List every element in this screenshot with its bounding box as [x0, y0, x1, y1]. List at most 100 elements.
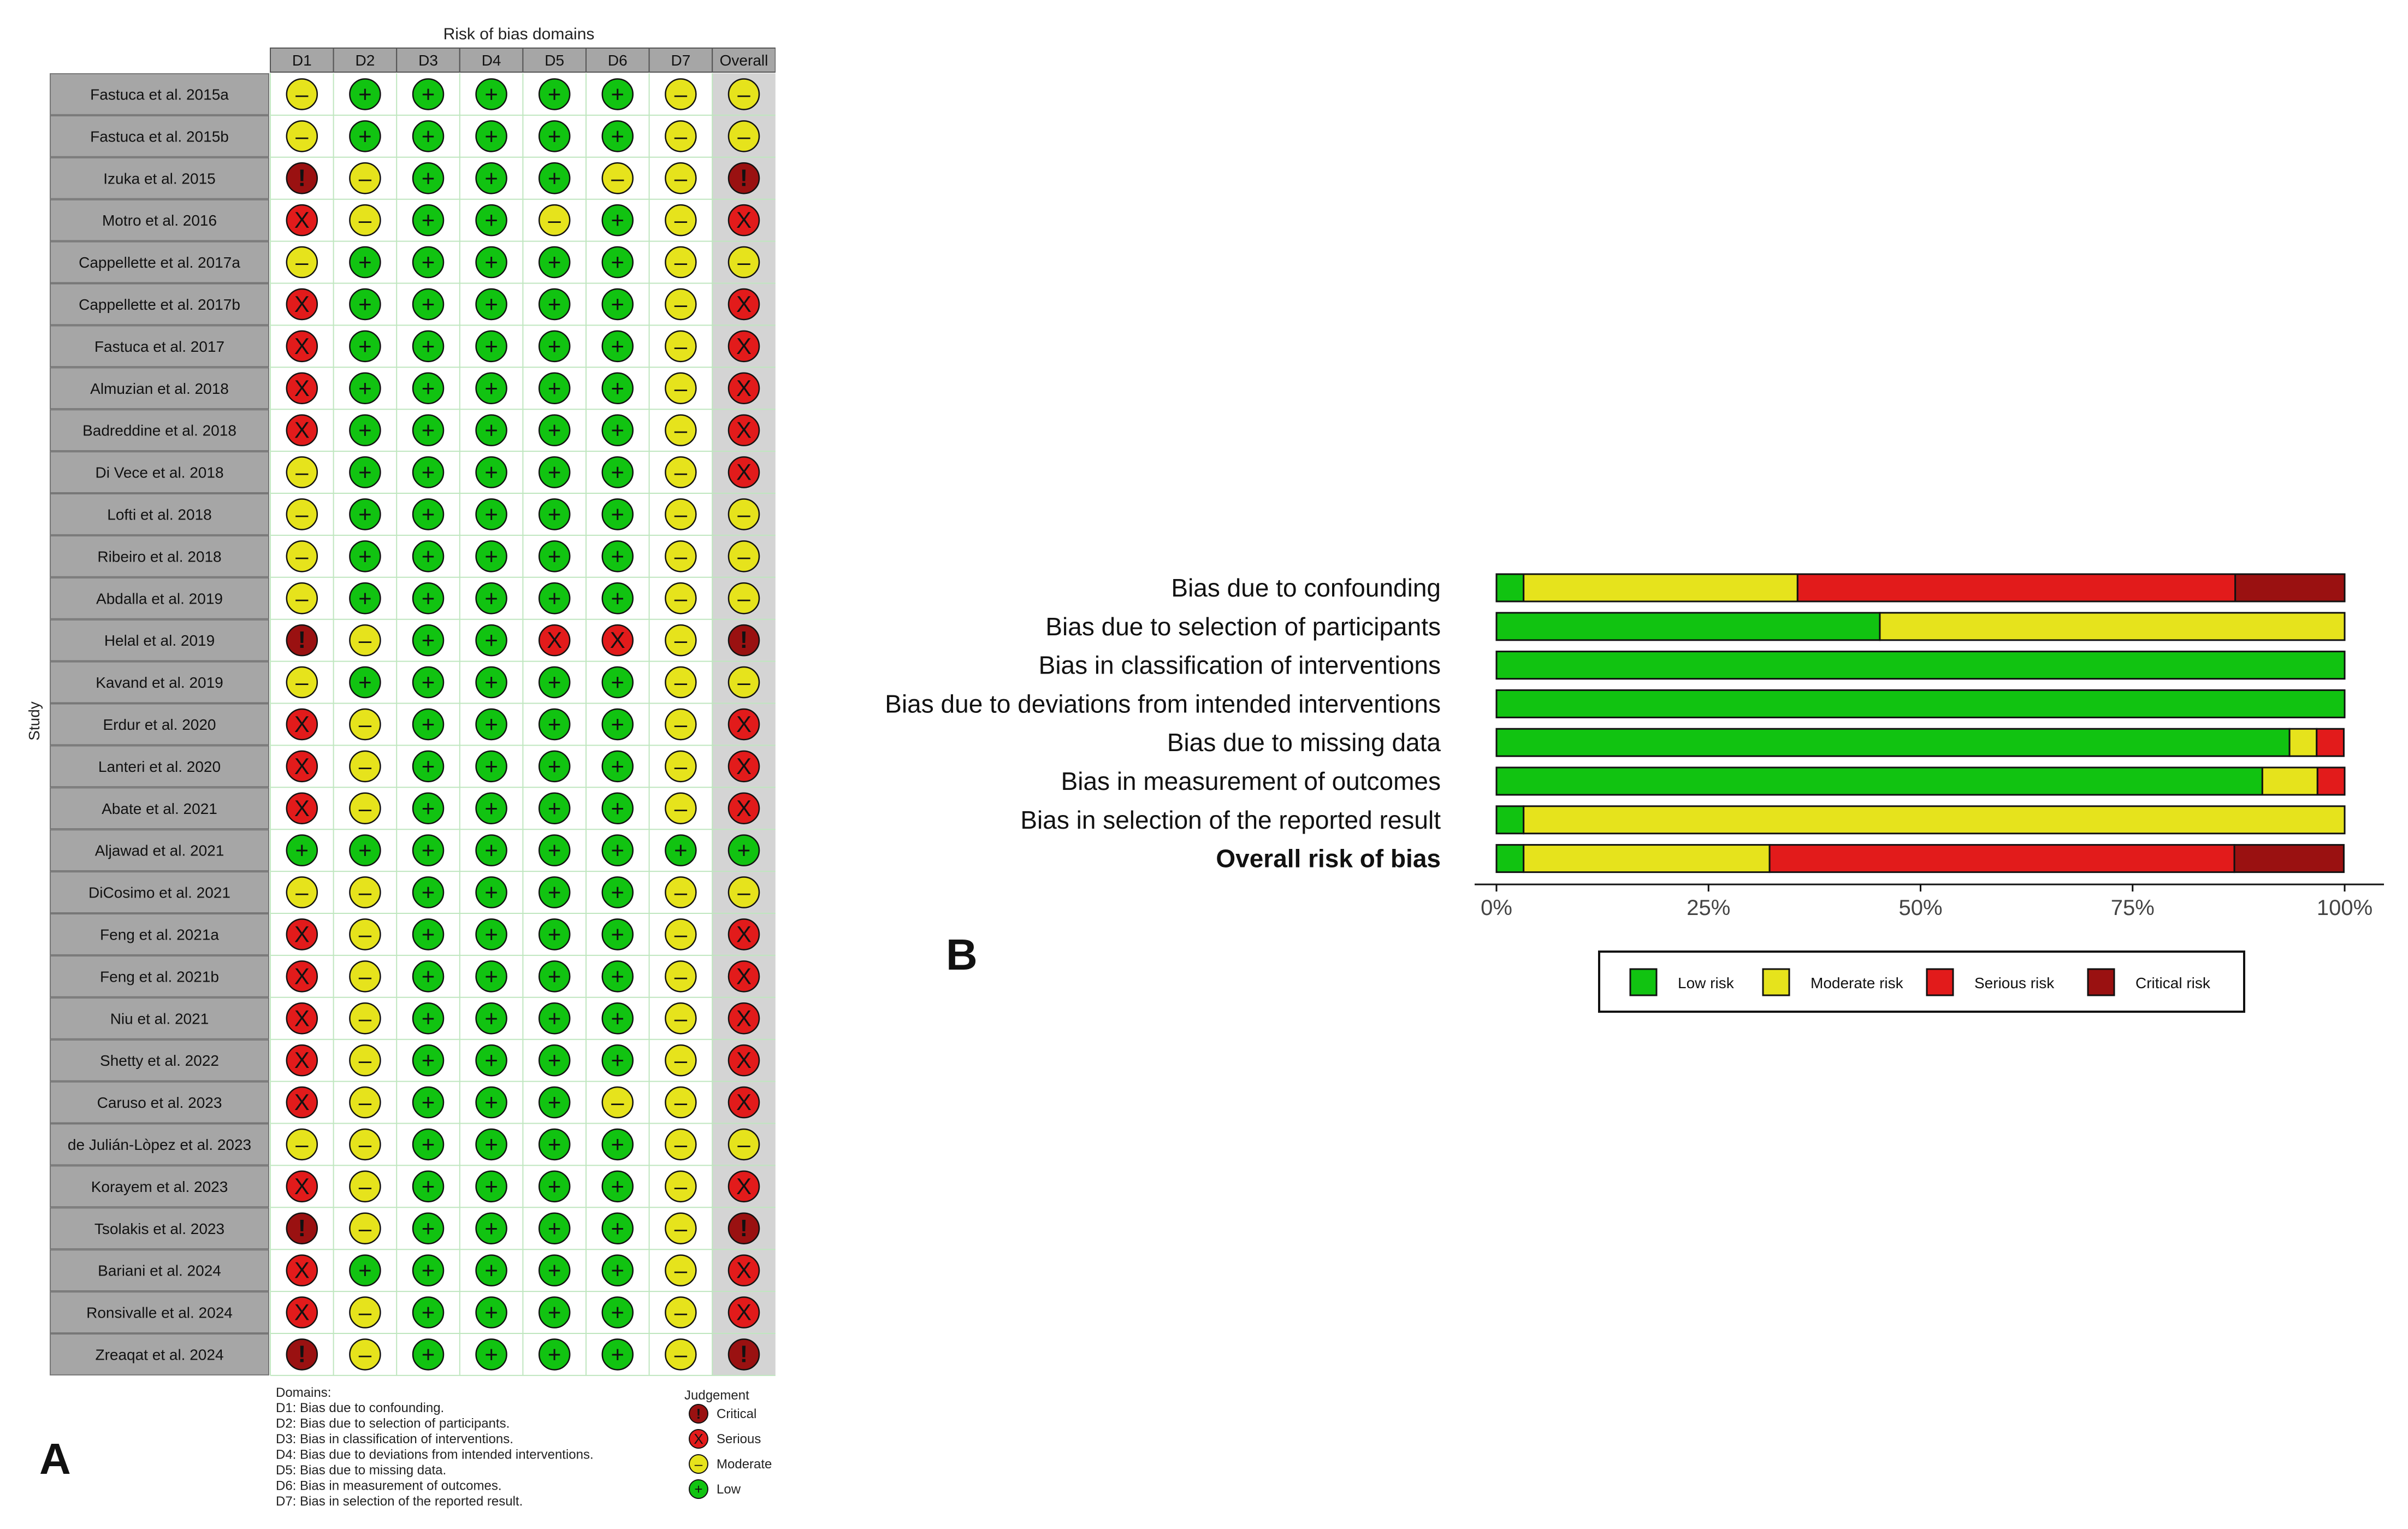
judgement-symbol: – [675, 1258, 688, 1283]
column-header-d3: D3 [418, 52, 438, 69]
judgement-dot [412, 918, 445, 951]
judgement-symbol: + [358, 459, 372, 485]
judgement-dot [349, 498, 381, 530]
judgement-dot [727, 876, 760, 908]
judgement-symbol: + [422, 753, 435, 779]
judgement-dot [286, 1044, 318, 1077]
judgement-dot [286, 876, 318, 908]
study-label-cell [50, 241, 269, 284]
judgement-dot [727, 582, 760, 615]
judgement-dot [727, 1128, 760, 1161]
judgement-dot [349, 624, 381, 657]
judgement-dot [538, 78, 571, 110]
judgement-dot [538, 834, 571, 866]
category-label: Bias in measurement of outcomes [1061, 767, 1441, 795]
judgement-dot [601, 1296, 634, 1329]
judgement-dot [286, 498, 318, 530]
judgement-symbol: – [359, 963, 372, 989]
judgement-symbol: + [548, 291, 561, 317]
domains-legend-item: D2: Bias due to selection of participant… [276, 1416, 510, 1431]
judgement-dot [538, 1254, 571, 1286]
judgement-dot [349, 372, 381, 404]
judgement-dot [286, 1296, 318, 1329]
legend-label: Low risk [1678, 975, 1735, 991]
category-label: Bias in classification of interventions [1039, 651, 1441, 680]
judgement-symbol: + [358, 585, 372, 611]
judgement-dot [475, 540, 507, 572]
judgement-dot [475, 960, 507, 993]
judgement-symbol: + [484, 81, 498, 107]
judgement-symbol: – [675, 585, 688, 611]
judgement-dot [412, 1086, 445, 1119]
judgement-symbol: + [611, 459, 625, 485]
judgement-dot [475, 1170, 507, 1203]
judgement-dot [412, 162, 445, 194]
judgement-symbol: + [611, 1300, 625, 1325]
judgement-dot [349, 750, 381, 783]
study-label-cell [50, 1123, 269, 1166]
bar-segment [1495, 844, 1525, 873]
judgement-symbol: + [358, 669, 372, 695]
judgement-dot [727, 918, 760, 951]
judgement-dot [475, 330, 507, 363]
category-label: Bias in selection of the reported result [1020, 806, 1441, 834]
judgement-symbol: – [737, 81, 750, 107]
judgement-dot [727, 78, 760, 110]
judgement-symbol: + [295, 837, 309, 863]
x-tick-label: 75% [2111, 896, 2155, 920]
panel-a-traffic-light-plot: Risk of bias domains Study D1 D2 D3 D4 D5 D6 D… [26, 25, 776, 1509]
study-label-cell [50, 409, 269, 452]
judgement-dot [538, 456, 571, 488]
judgement-symbol: + [358, 333, 372, 359]
judgement-legend-dot [689, 1479, 708, 1499]
judgement-symbol: + [484, 165, 498, 191]
judgement-dot [475, 750, 507, 783]
judgement-dot [538, 498, 571, 530]
judgement-symbol: X [547, 627, 562, 653]
domains-legend-item: D3: Bias in classification of interventi… [276, 1432, 513, 1447]
judgement-dot [538, 204, 571, 237]
judgement-symbol: X [736, 207, 752, 233]
judgement-symbol: + [422, 1300, 435, 1325]
judgement-symbol: + [548, 1089, 561, 1115]
judgement-symbol: – [295, 249, 309, 275]
judgement-symbol: + [548, 333, 561, 359]
judgement-dot [412, 1254, 445, 1286]
judgement-symbol: – [737, 669, 750, 695]
judgement-dot [286, 750, 318, 783]
column-header-overall: Overall [720, 52, 768, 69]
judgement-dot [286, 834, 318, 866]
judgement-dot [538, 372, 571, 404]
judgement-symbol: + [422, 459, 435, 485]
judgement-symbol: – [675, 207, 688, 233]
judgement-symbol: + [548, 375, 561, 401]
judgement-dot [665, 834, 697, 866]
judgement-symbol: + [484, 1089, 498, 1115]
judgement-symbol: – [675, 81, 688, 107]
judgement-dot [665, 750, 697, 783]
judgement-symbol: + [548, 1131, 561, 1157]
study-label-cell [50, 1291, 269, 1334]
judgement-dot [412, 1002, 445, 1035]
judgement-dot [349, 1044, 381, 1077]
judgement-symbol: – [295, 669, 309, 695]
bar-segment [1523, 844, 1771, 873]
study-label: Kavand et al. 2019 [96, 674, 223, 691]
judgement-symbol: + [611, 543, 625, 569]
judgement-dot [601, 288, 634, 321]
judgement-dot [412, 498, 445, 530]
column-header-d6: D6 [608, 52, 628, 69]
judgement-symbol: + [484, 837, 498, 863]
judgement-dot [727, 1170, 760, 1203]
judgement-dot [286, 960, 318, 993]
panel-b-summary-chart: Bias due to confounding Bias due to selec… [885, 573, 2384, 1013]
judgement-dot [601, 1212, 634, 1244]
judgement-dot [665, 1044, 697, 1077]
judgement-symbol: X [736, 1173, 752, 1199]
judgement-dot [538, 120, 571, 152]
judgement-dot [538, 162, 571, 194]
legend-box [1598, 951, 2245, 1013]
judgement-dot [475, 792, 507, 824]
study-label-cell [50, 367, 269, 410]
judgement-symbol: X [736, 1005, 752, 1031]
